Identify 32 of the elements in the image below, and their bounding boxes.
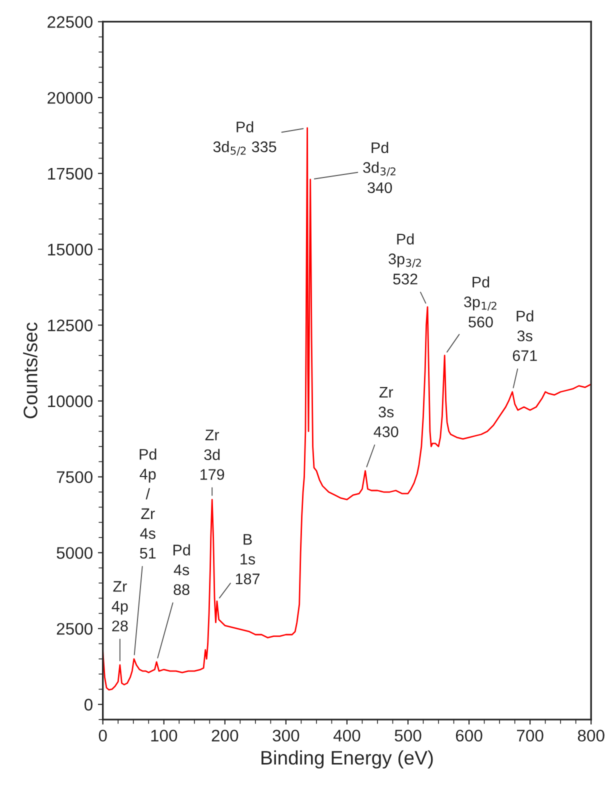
x-tick-label: 400 [333,730,360,742]
x-tick-label: 500 [394,730,422,742]
annotation: B 1s 187 [236,534,260,584]
annotation: Zr 3d 179 [200,430,224,480]
annotation: Zr 4p 28 [112,581,128,632]
annotation: Pd 3d$_{5/2}$ 335 [213,121,276,156]
annotation: Pd 3s 671 [512,310,537,362]
x-tick-label: 300 [272,730,300,742]
annotation: Pd 3p$_{3/2}$ 532 [388,233,421,284]
y-tick-label: 22500 [48,16,92,28]
y-tick-label: 2500 [56,622,92,635]
x-tick-label: 0 [98,730,107,742]
annotation: Pd 4p / Zr 4s 51 [140,448,156,559]
y-tick-label: 12500 [48,320,92,332]
x-tick-label: 600 [456,730,482,742]
y-tick-label: 7500 [56,471,92,484]
y-tick-label: 0 [84,698,92,711]
annotation: Pd 3d$_{3/2}$ 340 [363,142,396,194]
annotation: Pd 4s 88 [173,544,190,596]
y-tick-label: 20000 [48,92,92,104]
x-tick-label: 700 [517,730,544,742]
y-axis-title: Counts/sec [23,322,38,418]
y-tick-label: 15000 [48,244,92,256]
x-tick-label: 100 [151,730,178,742]
y-tick-label: 5000 [56,547,92,559]
annotation: Pd 3p$_{1/2}$ 560 [464,276,496,328]
x-tick-label: 200 [212,730,238,742]
x-axis-title: Binding Energy (eV) [262,750,433,769]
x-tick-label: 800 [578,730,604,742]
y-tick-label: 10000 [48,395,92,408]
annotation: Zr 3s 430 [374,386,398,438]
y-tick-label: 17500 [48,168,92,180]
